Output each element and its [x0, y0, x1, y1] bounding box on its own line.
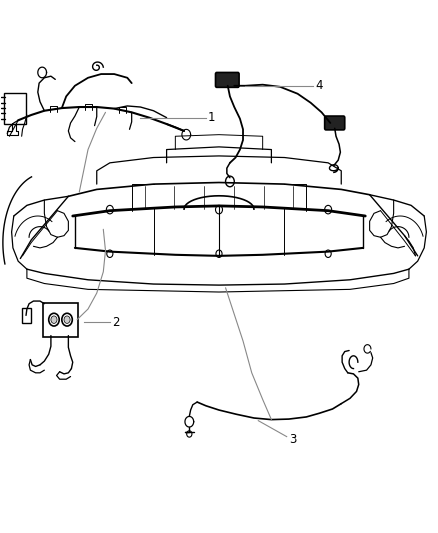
Text: 4: 4: [315, 79, 322, 92]
FancyBboxPatch shape: [22, 309, 31, 323]
Circle shape: [64, 316, 70, 324]
FancyBboxPatch shape: [215, 72, 239, 87]
FancyBboxPatch shape: [4, 93, 25, 124]
Text: 1: 1: [208, 111, 215, 124]
Text: 2: 2: [112, 316, 120, 329]
FancyBboxPatch shape: [43, 303, 78, 337]
Circle shape: [51, 316, 57, 324]
Text: 3: 3: [289, 433, 296, 446]
FancyBboxPatch shape: [325, 116, 345, 130]
